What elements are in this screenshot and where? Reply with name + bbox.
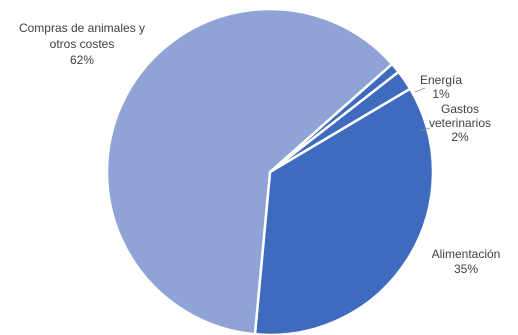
data-label-value: 2% [451, 130, 469, 144]
data-label-value: 1% [432, 87, 450, 101]
data-labels: Energía 1%Gastos veterinarios 2% Alimentació… [19, 21, 500, 276]
pie-slices [105, 7, 435, 335]
data-label-value: 62% [70, 53, 94, 67]
data-label-category: Alimentación [432, 247, 501, 261]
data-label-2: Gastos veterinarios 2% [429, 102, 491, 144]
data-label-category: veterinarios [429, 116, 491, 130]
pie-slice-4 [105, 7, 394, 335]
leader-lines [414, 87, 431, 132]
data-label-4: Compras de animales y otros costes 62% [19, 21, 145, 67]
leader-line-2 [419, 127, 431, 132]
data-label-category: Energía [420, 73, 462, 87]
data-label-category: Compras de animales y [19, 21, 145, 35]
pie-slice-3 [253, 87, 435, 335]
data-label-1: Energía 1% [420, 73, 462, 101]
data-label-category: otros costes [50, 37, 115, 51]
data-label-3: Alimentación 35% [432, 247, 501, 276]
data-label-category: Gastos [441, 102, 479, 116]
data-label-value: 35% [454, 262, 478, 276]
leader-line-1 [414, 87, 426, 93]
